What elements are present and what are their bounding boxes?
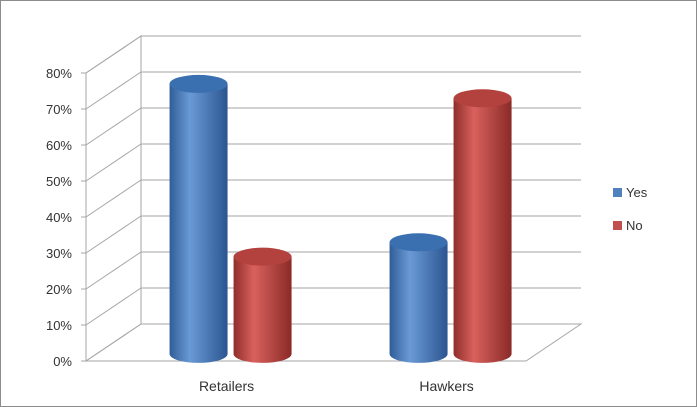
- legend-swatch: [613, 188, 622, 197]
- legend-swatch: [613, 221, 622, 230]
- legend: Yes No: [613, 185, 648, 233]
- bar-top: [233, 247, 292, 266]
- y-tick-label: 10%: [46, 318, 72, 333]
- bar-top: [453, 89, 512, 108]
- gridline: [85, 71, 581, 110]
- bar: [169, 74, 228, 363]
- x-tick-label: Hawkers: [419, 378, 473, 394]
- bar: [233, 247, 292, 363]
- bar-body: [233, 256, 292, 363]
- y-tick-label: 0%: [53, 354, 72, 369]
- bars-layer: [169, 74, 512, 363]
- legend-label: Yes: [626, 185, 648, 200]
- y-tick-label: 20%: [46, 282, 72, 297]
- y-tick-label: 40%: [46, 210, 72, 225]
- gridline: [85, 35, 581, 74]
- y-tick-label: 60%: [46, 138, 72, 153]
- gridline: [85, 179, 581, 218]
- chart-background-layer: [81, 35, 583, 362]
- bar-top: [389, 233, 448, 252]
- y-tick-label: 50%: [46, 174, 72, 189]
- bar-body: [169, 83, 228, 363]
- gridline: [85, 143, 581, 182]
- bar-body: [389, 242, 448, 363]
- labels-layer: 0% 10% 20% 30% 40% 50% 60% 70% 80% Retailers Hawke…: [46, 66, 474, 394]
- bar: [453, 89, 512, 363]
- y-tick-label: 70%: [46, 102, 72, 117]
- x-tick-label: Retailers: [199, 378, 254, 394]
- bar-body: [453, 98, 512, 363]
- gridline: [85, 107, 581, 146]
- gridline: [85, 215, 581, 254]
- bar-top: [169, 74, 228, 93]
- legend-label: No: [626, 218, 643, 233]
- y-tick-label: 30%: [46, 246, 72, 261]
- bar: [389, 233, 448, 363]
- y-tick-label: 80%: [46, 66, 72, 81]
